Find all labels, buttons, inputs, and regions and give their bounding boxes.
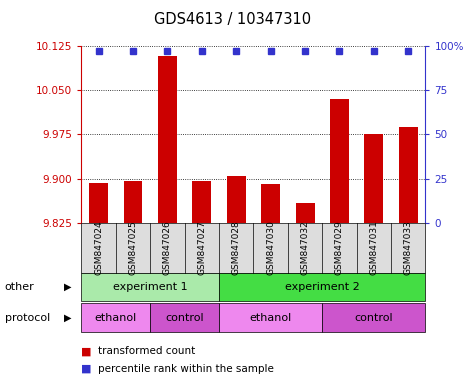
Text: GSM847032: GSM847032 [300, 220, 310, 275]
Text: percentile rank within the sample: percentile rank within the sample [98, 364, 273, 374]
Text: experiment 2: experiment 2 [285, 282, 359, 292]
Bar [89, 183, 108, 223]
Bar [124, 181, 142, 223]
Bar [365, 134, 383, 223]
Text: ■: ■ [81, 346, 92, 356]
Text: GSM847026: GSM847026 [163, 220, 172, 275]
Bar [399, 127, 418, 223]
Text: GSM847033: GSM847033 [404, 220, 413, 275]
Bar [330, 99, 349, 223]
Text: control: control [165, 313, 204, 323]
Text: GSM847030: GSM847030 [266, 220, 275, 275]
Text: transformed count: transformed count [98, 346, 195, 356]
Text: GSM847031: GSM847031 [369, 220, 379, 275]
Text: control: control [354, 313, 393, 323]
Text: ethanol: ethanol [250, 313, 292, 323]
Text: GSM847029: GSM847029 [335, 220, 344, 275]
Bar [158, 56, 177, 223]
Bar [193, 181, 211, 223]
Text: GSM847027: GSM847027 [197, 220, 206, 275]
Bar [227, 175, 246, 223]
Text: GSM847024: GSM847024 [94, 220, 103, 275]
Text: protocol: protocol [5, 313, 50, 323]
Text: ■: ■ [81, 364, 92, 374]
Text: GDS4613 / 10347310: GDS4613 / 10347310 [154, 12, 311, 26]
Text: experiment 1: experiment 1 [113, 282, 187, 292]
Text: ethanol: ethanol [95, 313, 137, 323]
Text: ▶: ▶ [64, 313, 71, 323]
Text: ▶: ▶ [64, 282, 71, 292]
Text: GSM847025: GSM847025 [128, 220, 138, 275]
Bar [296, 203, 314, 223]
Text: GSM847028: GSM847028 [232, 220, 241, 275]
Bar [261, 184, 280, 223]
Text: other: other [5, 282, 34, 292]
